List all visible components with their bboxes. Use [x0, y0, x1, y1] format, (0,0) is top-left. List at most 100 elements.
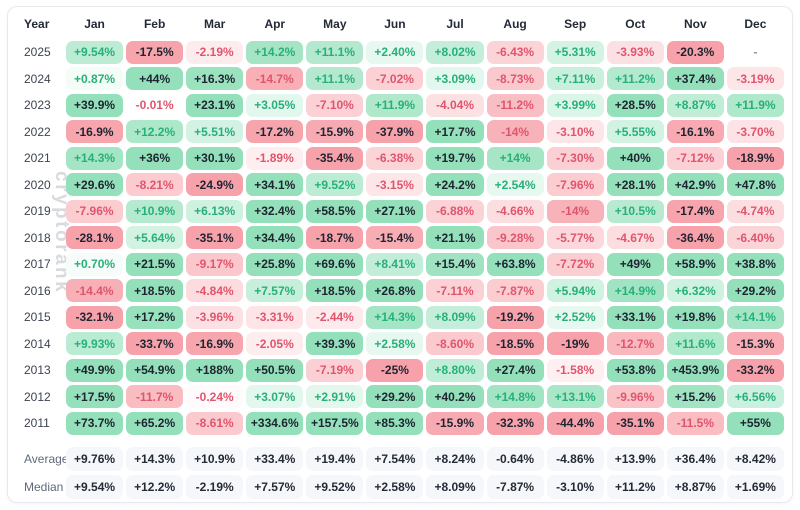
row-cells-2014: +9.93% -33.7% -16.9% -2.05% +39.3% +2.58% -8.6…: [66, 332, 784, 356]
cell-2019-oct: +10.5%: [606, 199, 664, 223]
col-header-apr: Apr: [264, 17, 286, 31]
cell-2019-feb: +10.9%: [126, 199, 184, 223]
cell-median-feb: +12.2%: [126, 474, 184, 499]
cell-median-aug: -7.87%: [486, 474, 544, 499]
col-header-year: Year: [24, 17, 50, 31]
row-cells-2012: +17.5% -11.7% -0.24% +3.07% +2.91% +29.2% +40.…: [66, 385, 784, 409]
cell-2013-mar: +188%: [186, 358, 244, 382]
cell-2012-mar: -0.24%: [186, 385, 244, 409]
summary-cells-median: +9.54% +12.2% -2.19% +7.57% +9.52% +2.58% +8.0…: [66, 474, 784, 499]
cell-2021-dec: -18.9%: [726, 146, 784, 170]
table-row-2024: 2024 +0.87% +44% +16.3% -14.7% +11.1% -7.02% +3…: [12, 66, 784, 93]
cell-2018-sep: -5.77%: [546, 226, 604, 250]
cell-median-mar: -2.19%: [186, 474, 244, 499]
cell-2013-jan: +49.9%: [66, 358, 124, 382]
cell-2023-apr: +3.05%: [246, 93, 304, 117]
cell-2013-jun: -25%: [366, 358, 424, 382]
cell-2023-aug: -11.2%: [486, 93, 544, 117]
row-label-2014: 2014: [24, 336, 51, 351]
cell-2016-dec: +29.2%: [726, 279, 784, 303]
cell-2011-oct: -35.1%: [606, 411, 664, 435]
cell-2021-feb: +36%: [126, 146, 184, 170]
cell-2021-sep: -7.30%: [546, 146, 604, 170]
cell-2022-jan: -16.9%: [66, 120, 124, 144]
cell-median-nov: +8.87%: [666, 474, 724, 499]
summary-row-median: Median +9.54% +12.2% -2.19% +7.57% +9.52% +2.5…: [12, 473, 784, 501]
table-body: 2025 +9.54% -17.5% -2.19% +14.2% +11.1% +2.40%…: [12, 39, 784, 437]
col-header-sep: Sep: [564, 17, 587, 31]
cell-2014-oct: -12.7%: [606, 332, 664, 356]
cell-2014-dec: -15.3%: [726, 332, 784, 356]
cell-2020-dec: +47.8%: [726, 173, 784, 197]
cell-2015-may: -2.44%: [306, 305, 364, 329]
cell-2016-feb: +18.5%: [126, 279, 184, 303]
cell-average-dec: +8.42%: [726, 446, 784, 471]
row-label-2012: 2012: [24, 389, 51, 404]
cell-2013-oct: +53.8%: [606, 358, 664, 382]
cell-median-may: +9.52%: [306, 474, 364, 499]
cell-2014-mar: -16.9%: [186, 332, 244, 356]
cell-2013-may: -7.19%: [306, 358, 364, 382]
cell-average-feb: +14.3%: [126, 446, 184, 471]
cell-2015-jun: +14.3%: [366, 305, 424, 329]
cell-2015-aug: -19.2%: [486, 305, 544, 329]
cell-2025-mar: -2.19%: [186, 40, 244, 64]
row-cells-2022: -16.9% +12.2% +5.51% -17.2% -15.9% -37.9% +17.…: [66, 120, 784, 144]
summary-row-average: Average +9.76% +14.3% +10.9% +33.4% +19.4% +7.…: [12, 445, 784, 473]
cell-2013-dec: -33.2%: [726, 358, 784, 382]
cell-2019-nov: -17.4%: [666, 199, 724, 223]
row-cells-2025: +9.54% -17.5% -2.19% +14.2% +11.1% +2.40% +8.0…: [66, 40, 784, 64]
cell-2020-sep: -7.96%: [546, 173, 604, 197]
cell-2013-sep: -1.58%: [546, 358, 604, 382]
cell-average-jun: +7.54%: [366, 446, 424, 471]
cell-2018-aug: -9.28%: [486, 226, 544, 250]
cell-2011-jan: +73.7%: [66, 411, 124, 435]
cell-average-aug: -0.64%: [486, 446, 544, 471]
row-cells-2017: +0.70% +21.5% -9.17% +25.8% +69.6% +8.41% +15.…: [66, 252, 784, 276]
header-cells: Jan Feb Mar Apr May Jun Jul Aug Sep Oct Nov Dec: [66, 17, 784, 31]
cell-2022-dec: -3.70%: [726, 120, 784, 144]
cell-2017-jun: +8.41%: [366, 252, 424, 276]
cell-2020-apr: +34.1%: [246, 173, 304, 197]
cell-2024-may: +11.1%: [306, 67, 364, 91]
cell-average-jan: +9.76%: [66, 446, 124, 471]
table-row-2013: 2013 +49.9% +54.9% +188% +50.5% -7.19% -25% +8.…: [12, 357, 784, 384]
row-label-2023: 2023: [24, 98, 51, 113]
cell-2014-jan: +9.93%: [66, 332, 124, 356]
row-label-2015: 2015: [24, 310, 51, 325]
cell-2013-aug: +27.4%: [486, 358, 544, 382]
cell-2014-apr: -2.05%: [246, 332, 304, 356]
row-label-2011: 2011: [24, 416, 50, 431]
table-row-2011: 2011 +73.7% +65.2% -8.61% +334.6% +157.5% +85.…: [12, 410, 784, 437]
cell-average-oct: +13.9%: [606, 446, 664, 471]
cell-2022-sep: -3.10%: [546, 120, 604, 144]
cell-2025-sep: +5.31%: [546, 40, 604, 64]
cell-2011-may: +157.5%: [306, 411, 364, 435]
table-row-2019: 2019 -7.96% +10.9% +6.13% +32.4% +58.5% +27.1%…: [12, 198, 784, 225]
cell-2019-mar: +6.13%: [186, 199, 244, 223]
cell-2018-dec: -6.40%: [726, 226, 784, 250]
col-header-mar: Mar: [204, 17, 226, 31]
cell-2025-jun: +2.40%: [366, 40, 424, 64]
table-row-2022: 2022 -16.9% +12.2% +5.51% -17.2% -15.9% -37.9%…: [12, 119, 784, 146]
cell-2015-jan: -32.1%: [66, 305, 124, 329]
cell-2021-jan: +14.3%: [66, 146, 124, 170]
cell-2021-oct: +40%: [606, 146, 664, 170]
cell-2024-dec: -3.19%: [726, 67, 784, 91]
cell-2024-mar: +16.3%: [186, 67, 244, 91]
cell-2020-aug: +2.54%: [486, 173, 544, 197]
table-row-2012: 2012 +17.5% -11.7% -0.24% +3.07% +2.91% +29.2%…: [12, 384, 784, 411]
cell-2022-feb: +12.2%: [126, 120, 184, 144]
cell-2015-dec: +14.1%: [726, 305, 784, 329]
row-label-2024: 2024: [24, 71, 51, 86]
table-row-2023: 2023 +39.9% -0.01% +23.1% +3.05% -7.10% +11.9%…: [12, 92, 784, 119]
cell-2021-jun: -6.38%: [366, 146, 424, 170]
cell-average-apr: +33.4%: [246, 446, 304, 471]
cell-2012-apr: +3.07%: [246, 385, 304, 409]
cell-2014-aug: -18.5%: [486, 332, 544, 356]
cell-2014-may: +39.3%: [306, 332, 364, 356]
cell-2017-may: +69.6%: [306, 252, 364, 276]
cell-2024-jun: -7.02%: [366, 67, 424, 91]
cell-2013-feb: +54.9%: [126, 358, 184, 382]
table-row-2015: 2015 -32.1% +17.2% -3.96% -3.31% -2.44% +14.3%…: [12, 304, 784, 331]
